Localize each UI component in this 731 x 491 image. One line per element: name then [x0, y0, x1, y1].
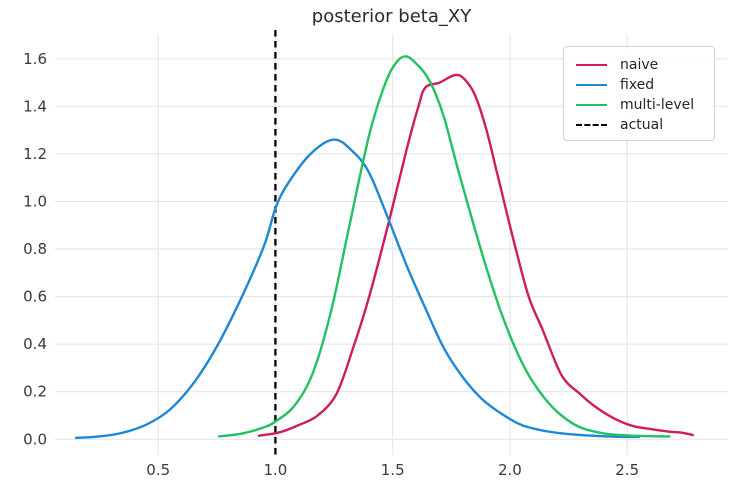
multi-level-curve [217, 55, 671, 438]
fixed-curve [74, 138, 641, 440]
y-tick-label: 0.6 [23, 288, 47, 306]
legend-item-multi-level: multi-level [576, 95, 704, 114]
y-tick-label: 1.4 [23, 97, 47, 115]
legend-label-naive: naive [620, 56, 659, 73]
actual-dashed-swatch [576, 123, 607, 126]
x-tick-label: 2.0 [498, 461, 522, 479]
x-tick-label: 0.5 [146, 461, 170, 479]
y-tick-label: 0.4 [23, 335, 47, 353]
legend-item-actual: actual [576, 115, 704, 134]
chart-title: posterior beta_XY [311, 6, 472, 27]
legend-label-actual: actual [620, 116, 664, 133]
fixed-line-swatch [576, 83, 607, 86]
y-tick-label: 0.2 [23, 383, 47, 401]
legend-label-multi-level: multi-level [620, 96, 695, 113]
legend: naive fixed multi-level actual [563, 46, 715, 141]
y-tick-label: 0.8 [23, 240, 47, 258]
multi-level-line-swatch [576, 103, 607, 106]
y-tick-label: 0.0 [23, 430, 47, 448]
y-tick-label: 1.2 [23, 145, 47, 163]
legend-label-fixed: fixed [620, 76, 655, 93]
naive-line-swatch [576, 63, 607, 66]
y-tick-label: 1.6 [23, 50, 47, 68]
x-tick-label: 1.5 [381, 461, 405, 479]
x-tick-label: 2.5 [615, 461, 639, 479]
legend-item-fixed: fixed [576, 75, 704, 94]
x-tick-label: 1.0 [263, 461, 287, 479]
naive-curve [257, 73, 694, 437]
legend-item-naive: naive [576, 55, 704, 74]
y-tick-label: 1.0 [23, 193, 47, 211]
